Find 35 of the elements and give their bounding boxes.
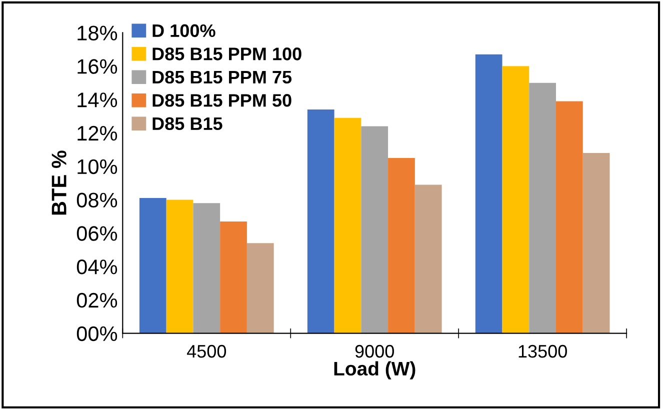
bar xyxy=(139,198,166,334)
bar xyxy=(361,126,388,334)
bar xyxy=(246,243,274,334)
y-tick-label: 02% xyxy=(76,292,118,308)
legend-label: D85 B15 PPM 100 xyxy=(152,48,302,60)
bar xyxy=(556,101,583,334)
x-tick-label: 4500 xyxy=(186,344,226,358)
bar xyxy=(166,200,194,334)
y-tick-label: 00% xyxy=(76,326,118,342)
y-tick-label: 04% xyxy=(76,260,118,274)
y-axis-title: BTE % xyxy=(52,150,66,215)
y-tick-label: 16% xyxy=(78,59,118,74)
bar xyxy=(582,152,610,334)
bar xyxy=(220,221,247,334)
y-tick-label: 12% xyxy=(78,126,118,141)
legend-label: D 100% xyxy=(152,24,216,38)
bar xyxy=(193,203,220,334)
y-tick-label: 06% xyxy=(76,226,118,241)
x-axis-title: Load (W) xyxy=(334,361,416,380)
bar xyxy=(334,118,362,334)
bar xyxy=(529,82,556,334)
bar xyxy=(388,158,415,334)
bar xyxy=(475,54,502,334)
bar xyxy=(307,110,334,334)
y-tick-label: 14% xyxy=(78,92,118,108)
legend-label: D85 B15 PPM 75 xyxy=(152,70,292,84)
x-tick-label: 13500 xyxy=(518,344,567,358)
x-tick-label: 9000 xyxy=(355,344,394,358)
y-tick-label: 08% xyxy=(76,192,118,208)
legend-label: D85 B15 xyxy=(152,117,222,130)
y-tick-label: 18% xyxy=(78,26,118,40)
legend-label: D85 B15 PPM 50 xyxy=(152,94,292,107)
bar xyxy=(502,66,530,334)
bar xyxy=(414,184,442,334)
y-tick-label: 10% xyxy=(78,159,118,174)
